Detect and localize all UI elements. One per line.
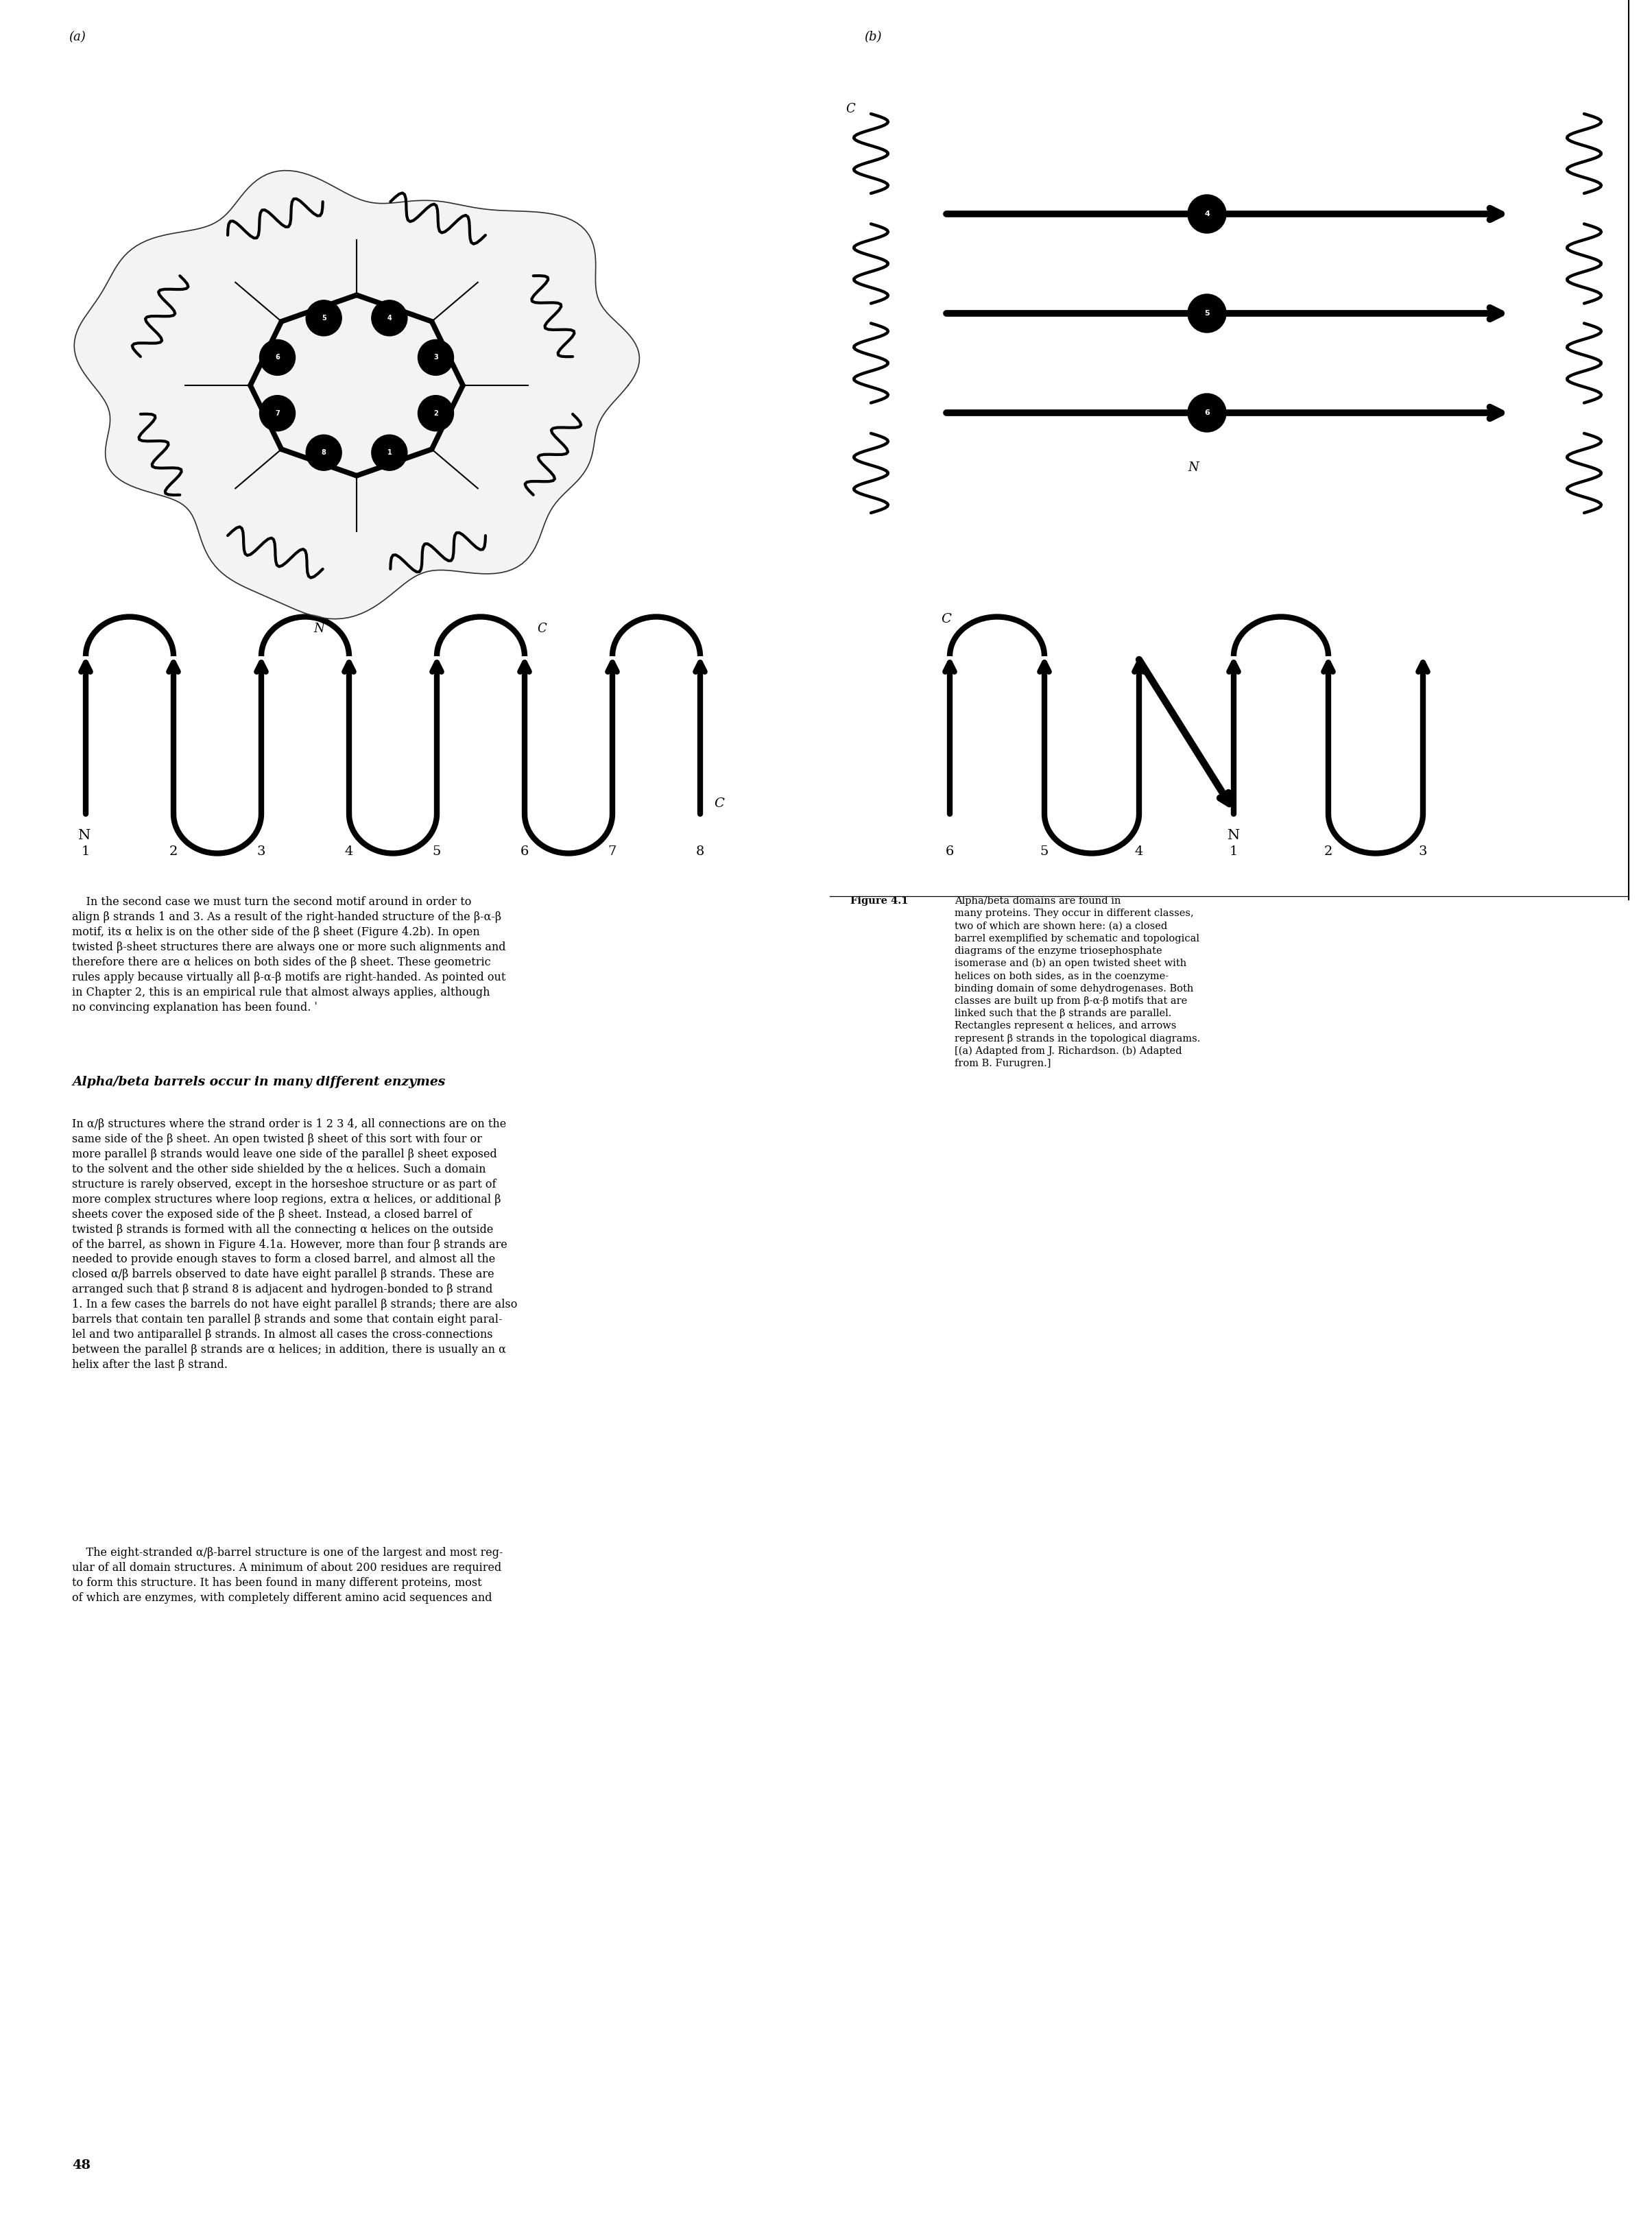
Text: (a): (a) bbox=[69, 31, 86, 42]
Text: N: N bbox=[78, 829, 91, 843]
Text: 6: 6 bbox=[276, 353, 279, 360]
Text: C: C bbox=[846, 102, 856, 116]
Circle shape bbox=[259, 396, 296, 431]
Text: 48: 48 bbox=[73, 2159, 91, 2172]
Text: 2: 2 bbox=[1323, 845, 1333, 858]
Text: In the second case we must turn the second motif around in order to
align β stra: In the second case we must turn the seco… bbox=[73, 896, 506, 1014]
Text: 8: 8 bbox=[322, 449, 325, 456]
Text: N: N bbox=[1188, 462, 1199, 473]
Text: C: C bbox=[714, 798, 724, 809]
Text: Figure 4.1: Figure 4.1 bbox=[851, 896, 909, 905]
Circle shape bbox=[306, 436, 342, 471]
Text: The eight-stranded α/β-barrel structure is one of the largest and most reg-
ular: The eight-stranded α/β-barrel structure … bbox=[73, 1547, 502, 1603]
Text: 4: 4 bbox=[1204, 211, 1209, 218]
Circle shape bbox=[1188, 393, 1226, 431]
Text: N: N bbox=[314, 622, 324, 636]
Circle shape bbox=[372, 436, 408, 471]
Text: (b): (b) bbox=[864, 31, 882, 42]
Text: 3: 3 bbox=[258, 845, 266, 858]
Text: 5: 5 bbox=[1204, 309, 1209, 318]
Text: 1: 1 bbox=[81, 845, 89, 858]
Circle shape bbox=[306, 300, 342, 336]
Text: 7: 7 bbox=[276, 409, 279, 416]
Circle shape bbox=[1188, 196, 1226, 233]
Circle shape bbox=[1188, 293, 1226, 333]
Text: N: N bbox=[1227, 829, 1241, 843]
Text: 2: 2 bbox=[433, 409, 438, 416]
Text: Alpha/beta barrels occur in many different enzymes: Alpha/beta barrels occur in many differe… bbox=[73, 1076, 446, 1089]
Text: 3: 3 bbox=[1419, 845, 1427, 858]
Circle shape bbox=[418, 396, 454, 431]
Text: 6: 6 bbox=[945, 845, 953, 858]
Text: 5: 5 bbox=[322, 316, 325, 322]
Text: 4: 4 bbox=[387, 316, 392, 322]
Text: 1: 1 bbox=[1229, 845, 1237, 858]
Text: 6: 6 bbox=[520, 845, 529, 858]
Text: 8: 8 bbox=[695, 845, 704, 858]
Text: 6: 6 bbox=[1204, 409, 1209, 416]
Text: C: C bbox=[537, 622, 547, 636]
Circle shape bbox=[372, 300, 408, 336]
Circle shape bbox=[418, 340, 454, 376]
Text: In α/β structures where the strand order is 1 2 3 4, all connections are on the
: In α/β structures where the strand order… bbox=[73, 1118, 517, 1372]
Text: 2: 2 bbox=[169, 845, 178, 858]
Text: C: C bbox=[942, 614, 952, 625]
Text: 5: 5 bbox=[433, 845, 441, 858]
Text: 7: 7 bbox=[608, 845, 616, 858]
Text: 4: 4 bbox=[345, 845, 354, 858]
Text: 4: 4 bbox=[1135, 845, 1143, 858]
Text: Alpha/beta domains are found in
many proteins. They occur in different classes,
: Alpha/beta domains are found in many pro… bbox=[955, 896, 1201, 1069]
Text: 3: 3 bbox=[433, 353, 438, 360]
Text: 5: 5 bbox=[1041, 845, 1049, 858]
Circle shape bbox=[259, 340, 296, 376]
Text: 1: 1 bbox=[387, 449, 392, 456]
Polygon shape bbox=[74, 171, 639, 618]
